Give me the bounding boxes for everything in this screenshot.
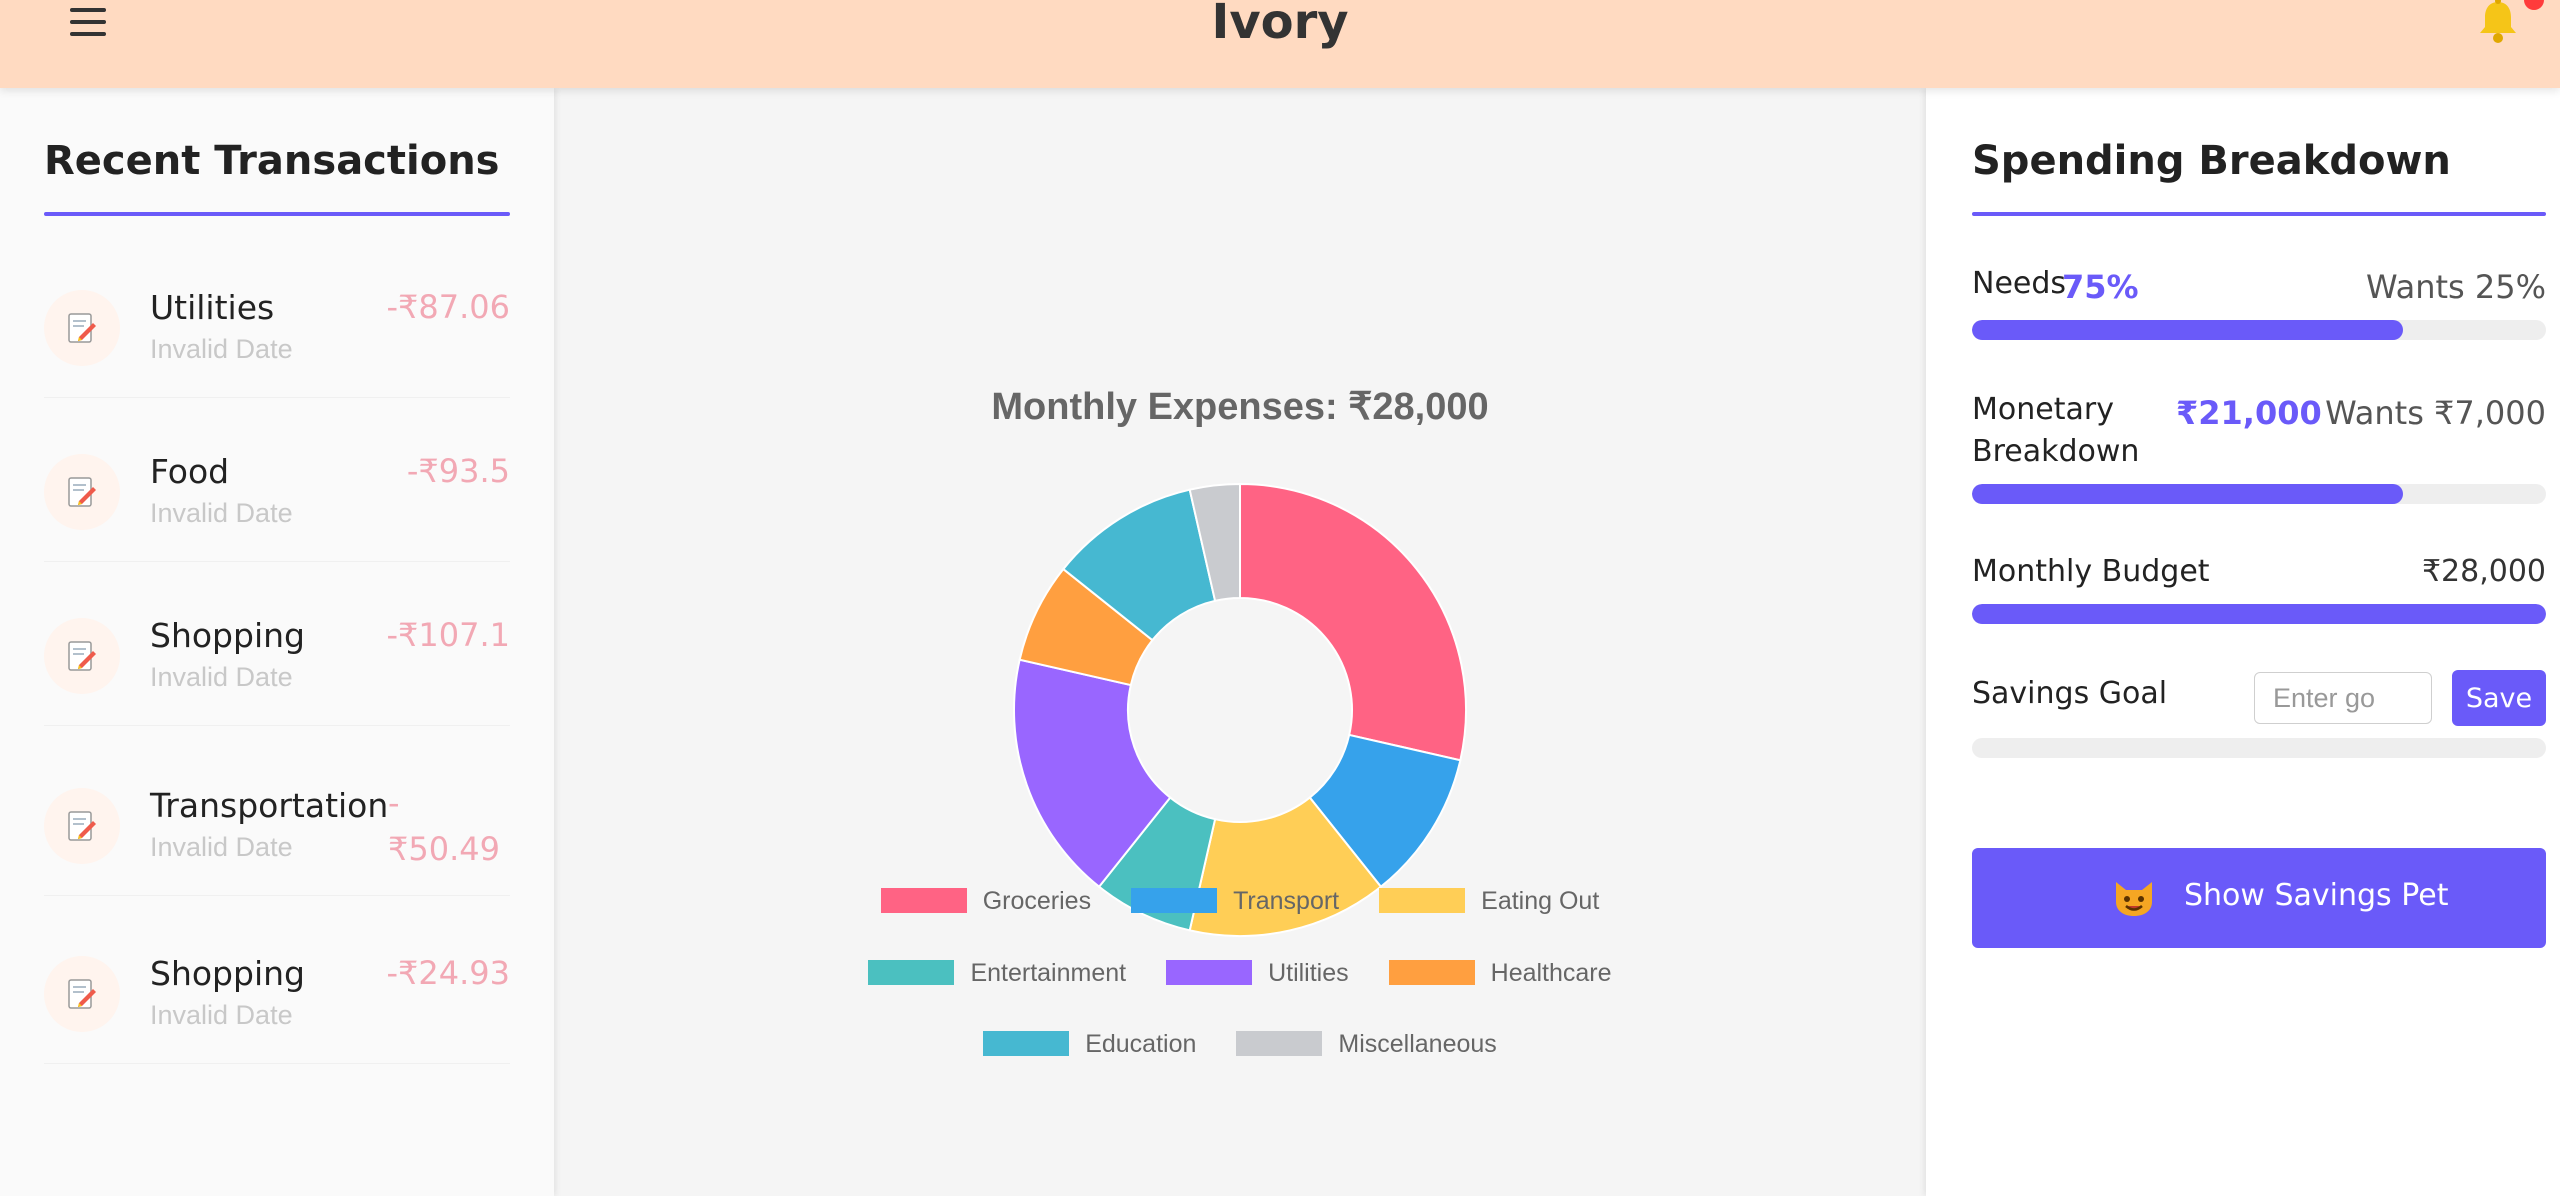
legend-label: Transport: [1233, 887, 1340, 915]
needs-amount: ₹21,000: [2176, 394, 2322, 432]
recent-transactions-title: Recent Transactions: [44, 138, 500, 184]
show-savings-pet-label: Show Savings Pet: [2184, 878, 2449, 913]
legend-label: Education: [1085, 1030, 1197, 1058]
chart-title: Monthly Expenses: ₹28,000: [991, 386, 1489, 428]
recent-transactions-panel: Recent Transactions Utilities Invalid Da…: [0, 88, 554, 1196]
legend-label: Healthcare: [1490, 959, 1612, 987]
legend-item[interactable]: Healthcare: [1388, 958, 1612, 988]
title-underline: [44, 212, 510, 216]
memo-pencil-icon: [44, 956, 120, 1032]
expenses-donut-chart[interactable]: [1006, 476, 1474, 944]
legend-swatch: [1236, 1031, 1323, 1056]
legend-swatch: [983, 1031, 1070, 1056]
budget-progress-track: [1972, 604, 2546, 624]
transaction-date: Invalid Date: [150, 832, 293, 862]
donut-slice-groceries[interactable]: [1239, 482, 1467, 762]
transaction-item[interactable]: Transportation Invalid Date - ₹50.49: [44, 766, 510, 896]
legend-item[interactable]: Transport: [1131, 886, 1339, 916]
budget-progress-fill: [1972, 604, 2546, 624]
monetary-progress-track: [1972, 484, 2546, 504]
monetary-label-line1: Monetary: [1972, 392, 2114, 427]
transaction-amount: -₹93.5: [406, 452, 510, 490]
transaction-amount: -₹24.93: [386, 954, 510, 992]
transaction-item[interactable]: Utilities Invalid Date -₹87.06: [44, 268, 510, 398]
monetary-progress-fill: [1972, 484, 2403, 504]
savings-goal-input[interactable]: [2254, 672, 2432, 724]
app-title: Ivory: [1211, 0, 1349, 50]
needs-progress-track: [1972, 320, 2546, 340]
transaction-amount: -₹107.1: [386, 616, 510, 654]
legend-swatch: [868, 960, 955, 985]
memo-pencil-icon: [44, 618, 120, 694]
memo-pencil-icon: [44, 454, 120, 530]
legend-swatch: [1131, 888, 1218, 913]
transaction-category: Food: [150, 452, 230, 491]
legend-item[interactable]: Eating Out: [1379, 886, 1599, 916]
transaction-date: Invalid Date: [150, 334, 293, 364]
needs-label: Needs: [1972, 266, 2067, 301]
wants-amount: Wants ₹7,000: [2325, 394, 2546, 432]
needs-progress-fill: [1972, 320, 2403, 340]
top-bar: Ivory: [0, 0, 2560, 88]
legend-swatch: [1166, 960, 1253, 985]
chart-area: Monthly Expenses: ₹28,000 Groceries Trans…: [554, 88, 1926, 1196]
transaction-amount-wrapped: ₹50.49: [388, 830, 500, 868]
spending-breakdown-title: Spending Breakdown: [1972, 138, 2451, 184]
bell-icon[interactable]: [2476, 0, 2520, 44]
savings-progress-track: [1972, 738, 2546, 758]
memo-pencil-icon: [44, 290, 120, 366]
legend-item[interactable]: Utilities: [1166, 958, 1349, 988]
legend-swatch: [1379, 888, 1466, 913]
transaction-item[interactable]: Shopping Invalid Date -₹24.93: [44, 934, 510, 1064]
monthly-budget-label: Monthly Budget: [1972, 554, 2210, 589]
transaction-date: Invalid Date: [150, 662, 293, 692]
legend-swatch: [1388, 960, 1475, 985]
donut-slice-utilities[interactable]: [1013, 658, 1172, 889]
legend-label: Entertainment: [970, 959, 1127, 987]
show-savings-pet-button[interactable]: Show Savings Pet: [1972, 848, 2546, 948]
donut-slice-miscellaneous[interactable]: [1188, 482, 1241, 603]
transaction-category: Utilities: [150, 288, 275, 327]
transaction-category: Transportation: [150, 786, 389, 825]
legend-item[interactable]: Entertainment: [868, 958, 1126, 988]
legend-label: Miscellaneous: [1338, 1030, 1497, 1058]
donut-slice-eating-out[interactable]: [1188, 796, 1383, 937]
transaction-category: Shopping: [150, 616, 305, 655]
memo-pencil-icon: [44, 788, 120, 864]
savings-goal-label: Savings Goal: [1972, 676, 2168, 711]
transaction-item[interactable]: Shopping Invalid Date -₹107.1: [44, 596, 510, 726]
legend-item[interactable]: Miscellaneous: [1236, 1029, 1497, 1059]
legend-label: Groceries: [982, 887, 1092, 915]
transaction-date: Invalid Date: [150, 498, 293, 528]
title-underline: [1972, 212, 2546, 216]
legend-swatch: [880, 888, 967, 913]
needs-value: 75%: [2062, 268, 2139, 306]
transaction-category: Shopping: [150, 954, 305, 993]
notification-badge: [2524, 0, 2544, 10]
spending-breakdown-panel: [1926, 88, 2560, 1196]
transaction-date: Invalid Date: [150, 1000, 293, 1030]
wants-percent: Wants 25%: [2366, 268, 2546, 306]
legend-item[interactable]: Groceries: [880, 886, 1092, 916]
monthly-budget-value: ₹28,000: [2421, 554, 2546, 589]
transaction-item[interactable]: Food Invalid Date -₹93.5: [44, 432, 510, 562]
monetary-label-line2: Breakdown: [1972, 434, 2140, 469]
cat-face-icon: [2112, 878, 2156, 921]
transaction-amount: -: [388, 784, 400, 822]
hamburger-menu-icon[interactable]: [68, 2, 112, 46]
legend-item[interactable]: Education: [983, 1029, 1196, 1059]
transaction-amount: -₹87.06: [386, 288, 510, 326]
legend-label: Eating Out: [1481, 887, 1600, 915]
save-button[interactable]: Save: [2452, 670, 2546, 726]
legend-label: Utilities: [1268, 959, 1349, 987]
